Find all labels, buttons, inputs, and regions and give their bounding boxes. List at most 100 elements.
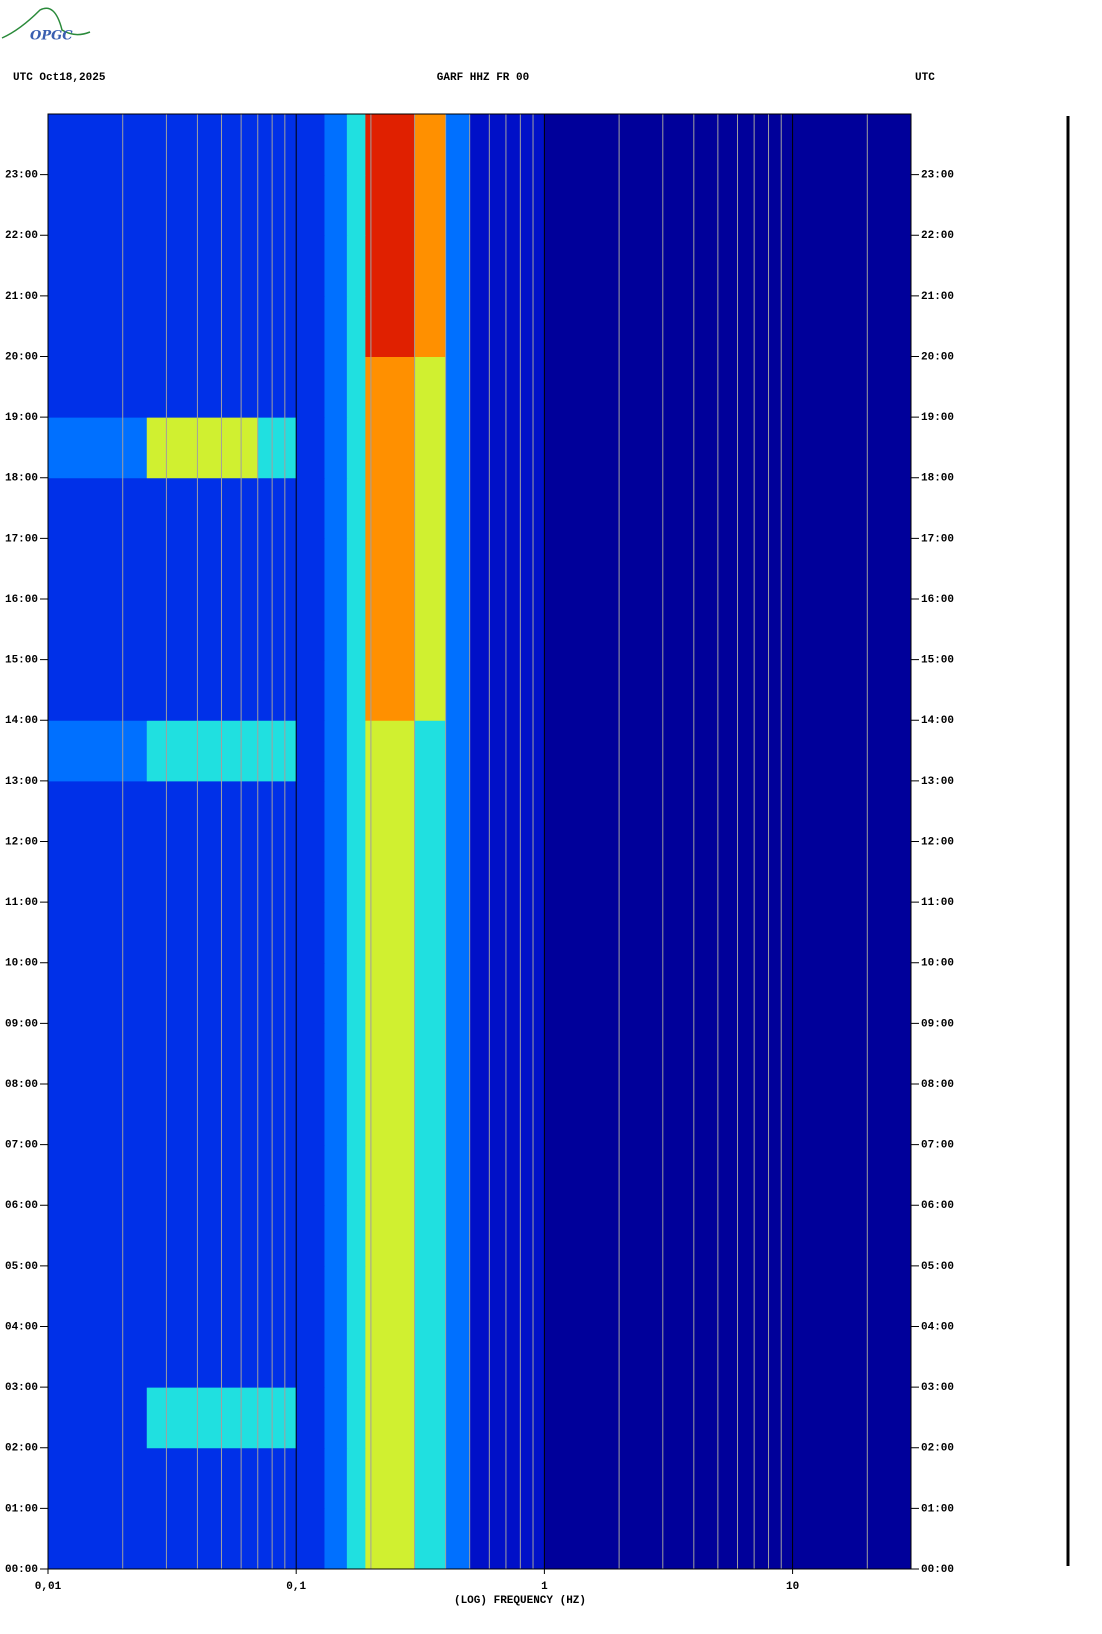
cell (146, 659, 259, 721)
cell (414, 1447, 447, 1509)
cell (544, 962, 912, 1024)
cell (445, 1265, 471, 1327)
cell (324, 1144, 348, 1206)
cell (48, 417, 148, 479)
cell (469, 1084, 545, 1146)
cell (544, 1144, 912, 1206)
y-tick-label: 00:00 (5, 1564, 38, 1576)
cell (146, 780, 259, 842)
cell (414, 174, 447, 236)
y-tick-label-right: 00:00 (921, 1564, 954, 1576)
cell (414, 599, 447, 661)
cell (544, 174, 912, 236)
cell (324, 1205, 348, 1267)
y-tick-label: 09:00 (5, 1018, 38, 1030)
cell (296, 114, 325, 176)
cell (257, 235, 297, 297)
cell (48, 962, 148, 1024)
cell (346, 1265, 366, 1327)
cell (414, 235, 447, 297)
x-tick-label: 0,1 (286, 1581, 306, 1593)
cell (445, 417, 471, 479)
cell (296, 1326, 325, 1388)
y-tick-label-right: 03:00 (921, 1382, 954, 1394)
cell (414, 356, 447, 418)
cell (324, 477, 348, 539)
cell (544, 356, 912, 418)
cell (48, 902, 148, 964)
cell (346, 1084, 366, 1146)
cell (346, 174, 366, 236)
cell (146, 720, 259, 782)
cell (296, 1205, 325, 1267)
title-left: UTC Oct18,2025 (13, 72, 106, 84)
y-tick-label: 02:00 (5, 1443, 38, 1455)
cell (445, 962, 471, 1024)
cell (365, 599, 416, 661)
cell (257, 962, 297, 1024)
cell (346, 235, 366, 297)
grid (40, 114, 919, 1574)
cell (146, 538, 259, 600)
cell (365, 356, 416, 418)
cell (346, 659, 366, 721)
cell (469, 841, 545, 903)
cell (346, 599, 366, 661)
cell (365, 417, 416, 479)
cell (365, 1326, 416, 1388)
cell (365, 962, 416, 1024)
cell (48, 1387, 148, 1449)
cell (146, 356, 259, 418)
cell (296, 1265, 325, 1327)
cell (146, 417, 259, 479)
cell (48, 1447, 148, 1509)
cell (544, 780, 912, 842)
cell (414, 417, 447, 479)
cell (544, 1326, 912, 1388)
cell (296, 902, 325, 964)
cell (48, 356, 148, 418)
cell (48, 780, 148, 842)
cell (48, 1144, 148, 1206)
cell (324, 538, 348, 600)
cell (365, 114, 416, 176)
logo: OPGC (30, 29, 73, 44)
cell (469, 720, 545, 782)
cell (257, 174, 297, 236)
cell (296, 659, 325, 721)
cell (324, 599, 348, 661)
cell (324, 780, 348, 842)
cell (365, 1265, 416, 1327)
cell (257, 114, 297, 176)
cell (445, 841, 471, 903)
cell (414, 902, 447, 964)
y-tick-label: 21:00 (5, 291, 38, 303)
cell (414, 1205, 447, 1267)
y-tick-label-right: 06:00 (921, 1200, 954, 1212)
cell (544, 841, 912, 903)
cell (544, 902, 912, 964)
cell (324, 1387, 348, 1449)
cell (324, 720, 348, 782)
y-tick-label: 13:00 (5, 776, 38, 788)
cell (469, 1326, 545, 1388)
cell (414, 841, 447, 903)
cell (346, 1326, 366, 1388)
cell (414, 659, 447, 721)
cell (48, 477, 148, 539)
cell (445, 295, 471, 357)
cell (146, 1205, 259, 1267)
cell (445, 356, 471, 418)
cell (296, 538, 325, 600)
y-tick-label-right: 15:00 (921, 655, 954, 667)
y-tick-label: 20:00 (5, 351, 38, 363)
cell (146, 1265, 259, 1327)
cell (257, 902, 297, 964)
cell (469, 174, 545, 236)
cell (544, 1265, 912, 1327)
cell (544, 720, 912, 782)
cell (469, 1387, 545, 1449)
cell (296, 962, 325, 1024)
cell (257, 538, 297, 600)
cell (544, 477, 912, 539)
